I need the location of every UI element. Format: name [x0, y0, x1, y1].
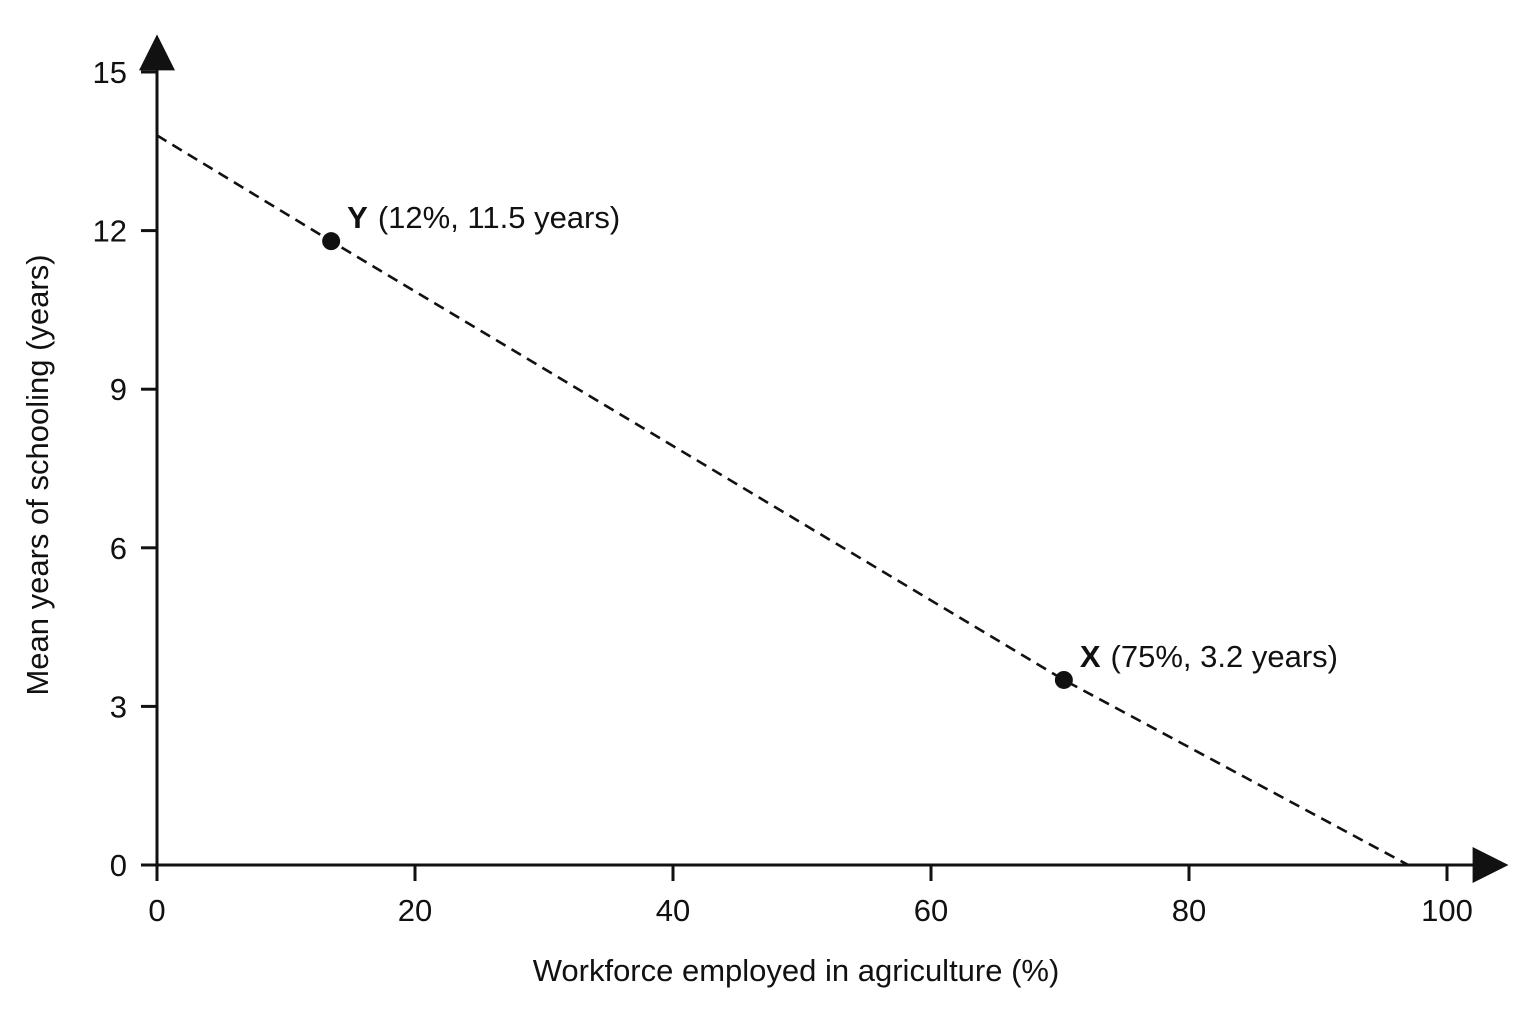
y-tick-label: 0	[110, 848, 127, 883]
x-tick-label: 80	[1172, 893, 1206, 928]
x-tick-label: 100	[1421, 893, 1473, 928]
point-annotation: (12%, 11.5 years)	[378, 200, 620, 235]
point-y: Y (12%, 11.5 years)	[322, 200, 620, 251]
y-ticks: 0 3 6 9 12 15	[93, 55, 157, 883]
point-label: Y (12%, 11.5 years)	[347, 200, 620, 235]
data-point-marker	[322, 232, 341, 251]
y-tick-label: 15	[93, 55, 127, 90]
data-point-marker	[1054, 670, 1073, 689]
point-annotation: (75%, 3.2 years)	[1111, 639, 1338, 674]
y-tick-label: 12	[93, 214, 127, 249]
axes-group: 0 3 6 9 12 15 0 20 40 60 80 100	[93, 34, 1509, 928]
x-ticks: 0 20 40 60 80 100	[148, 865, 1473, 928]
trend-line	[156, 134, 1409, 867]
y-tick-label: 3	[110, 689, 127, 724]
y-axis-title: Mean years of schooling (years)	[20, 254, 55, 695]
trend-line-group	[156, 134, 1409, 867]
point-x: X (75%, 3.2 years)	[1054, 639, 1338, 689]
point-letter: Y	[347, 200, 368, 235]
x-tick-label: 20	[398, 893, 432, 928]
data-points: Y (12%, 11.5 years) X (75%, 3.2 years)	[322, 200, 1338, 689]
x-axis-title: Workforce employed in agriculture (%)	[533, 953, 1060, 988]
y-tick-label: 9	[110, 372, 127, 407]
point-letter: X	[1080, 639, 1101, 674]
x-tick-label: 0	[148, 893, 165, 928]
x-tick-label: 60	[914, 893, 948, 928]
y-tick-label: 6	[110, 531, 127, 566]
point-label: X (75%, 3.2 years)	[1080, 639, 1338, 674]
x-tick-label: 40	[656, 893, 690, 928]
